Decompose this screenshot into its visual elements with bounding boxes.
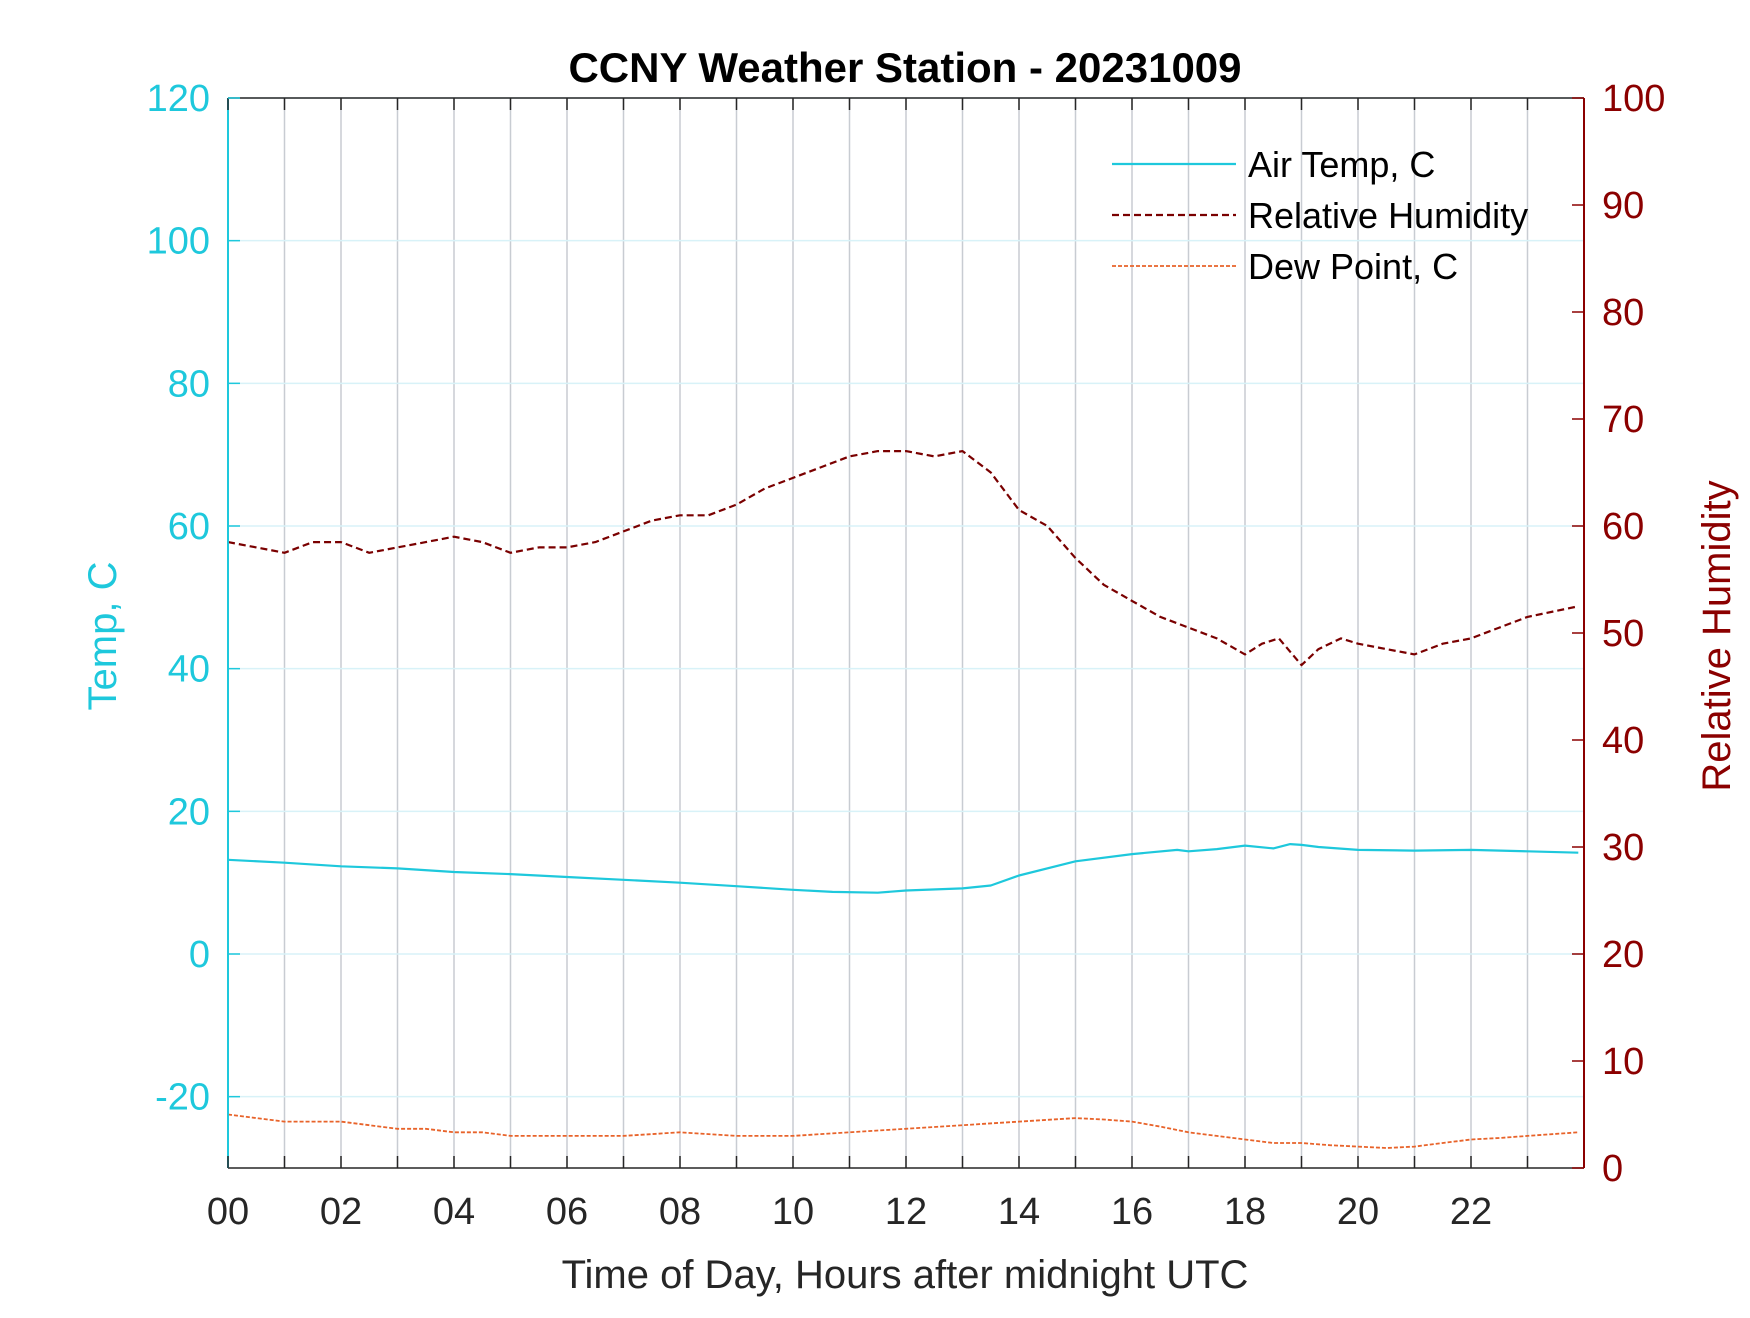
y-right-tick-label: 30	[1602, 827, 1644, 869]
y-left-tick-label: 120	[147, 78, 210, 120]
relative-humidity-line	[227, 450, 1579, 667]
y-left-tick-label: 60	[168, 506, 210, 548]
y-left-tick-label: 80	[168, 363, 210, 405]
legend-label-dew-point: Dew Point, C	[1248, 246, 1458, 287]
y-right-tick-label: 60	[1602, 506, 1644, 548]
chart-title: CCNY Weather Station - 20231009	[568, 44, 1241, 91]
x-tick-label: 16	[1111, 1191, 1153, 1233]
x-tick-label: 00	[207, 1191, 249, 1233]
x-axis-label: Time of Day, Hours after midnight UTC	[562, 1253, 1249, 1297]
y-axis-label-left: Temp, C	[81, 562, 125, 711]
axes-layer: 00 02 04 06 08 10 12 14 16 18 20 22-200204060801001…	[147, 78, 1666, 1233]
legend: Air Temp, C Relative Humidity Dew Point, C	[1112, 144, 1528, 287]
y-right-tick-label: 50	[1602, 613, 1644, 655]
y-right-tick-label: 40	[1602, 720, 1644, 762]
grid-layer	[228, 97, 1584, 1168]
y-left-tick-label: 0	[189, 934, 210, 976]
dew-point-line	[227, 1113, 1579, 1149]
x-tick-label: 06	[546, 1191, 588, 1233]
y-right-tick-label: 10	[1602, 1041, 1644, 1083]
legend-label-air-temp: Air Temp, C	[1248, 144, 1435, 185]
air-temp-line	[227, 842, 1579, 894]
y-right-tick-label: 0	[1602, 1148, 1623, 1190]
x-tick-label: 22	[1450, 1191, 1492, 1233]
y-left-tick-label: 20	[168, 791, 210, 833]
legend-label-relative-humidity: Relative Humidity	[1248, 195, 1528, 236]
x-tick-label: 10	[772, 1191, 814, 1233]
y-right-tick-label: 90	[1602, 185, 1644, 227]
x-tick-label: 04	[433, 1191, 475, 1233]
x-tick-label: 02	[320, 1191, 362, 1233]
y-right-tick-label: 80	[1602, 292, 1644, 334]
y-right-tick-label: 70	[1602, 399, 1644, 441]
y-right-tick-label: 20	[1602, 934, 1644, 976]
series-layer	[227, 450, 1579, 1149]
y-left-tick-label: 40	[168, 649, 210, 691]
x-tick-label: 20	[1337, 1191, 1379, 1233]
y-right-tick-label: 100	[1602, 78, 1665, 120]
x-tick-label: 12	[885, 1191, 927, 1233]
y-left-tick-label: 100	[147, 221, 210, 263]
x-tick-label: 14	[998, 1191, 1040, 1233]
x-tick-label: 08	[659, 1191, 701, 1233]
y-axis-label-right: Relative Humidity	[1695, 480, 1739, 791]
x-tick-label: 18	[1224, 1191, 1266, 1233]
y-left-tick-label: -20	[155, 1077, 210, 1119]
